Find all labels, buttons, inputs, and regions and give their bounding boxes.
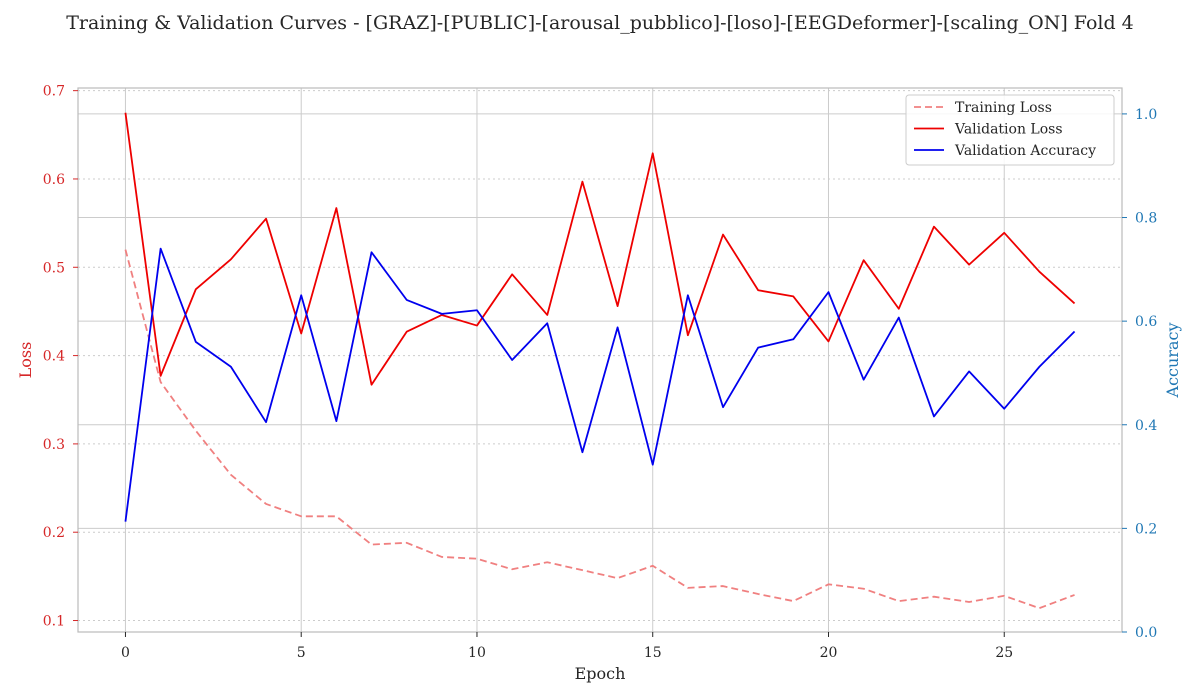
- series-line-training-loss: [124, 249, 1075, 610]
- legend-box: [905, 94, 1115, 166]
- y-tick-label-left: 0.4: [43, 349, 65, 365]
- y-tick-label-right: 0.6: [1135, 314, 1157, 330]
- legend: Training Loss Validation Loss Validation A…: [905, 94, 1115, 166]
- y-tick-label-left: 0.1: [43, 614, 65, 630]
- legend-label-validation-loss: Validation Loss: [954, 122, 1063, 138]
- x-tick-label: 20: [820, 645, 838, 661]
- y-tick-label-right: 0.4: [1135, 418, 1157, 434]
- plot-frame: [77, 87, 1123, 633]
- y-tick-label-right: 0.2: [1135, 521, 1157, 537]
- legend-label-validation-accuracy: Validation Accuracy: [954, 143, 1096, 159]
- y-tick-label-right: 0.8: [1135, 211, 1157, 227]
- x-tick-label: 5: [297, 645, 306, 661]
- y-tick-label-left: 0.5: [43, 260, 65, 276]
- y-tick-label-left: 0.3: [43, 437, 65, 453]
- x-tick-label: 10: [468, 645, 486, 661]
- y-tick-label-right: 0.0: [1135, 625, 1157, 641]
- series-line-validation-loss: [124, 112, 1076, 386]
- grid: [78, 88, 1122, 633]
- y-axis-label-left: Loss: [16, 342, 35, 379]
- chart-title: Training & Validation Curves - [GRAZ]-[P…: [66, 12, 1134, 34]
- x-tick-label: 15: [644, 645, 662, 661]
- x-tick-label: 0: [121, 645, 130, 661]
- x-tick-label: 25: [995, 645, 1013, 661]
- y-tick-label-left: 0.6: [43, 172, 65, 188]
- plot-area: [124, 112, 1076, 610]
- legend-label-training-loss: Training Loss: [955, 100, 1052, 116]
- y-tick-label-right: 1.0: [1135, 107, 1157, 123]
- y-tick-label-left: 0.7: [43, 84, 65, 100]
- x-axis-label: Epoch: [575, 664, 626, 683]
- y-tick-label-left: 0.2: [43, 525, 65, 541]
- y-axis-label-right: Accuracy: [1163, 323, 1182, 399]
- axes: 0.1 0.2 0.3 0.4 0.5 0.6 0.7 0.0 0.2 0.4 0.6 0.8 1.0 0…: [43, 84, 1158, 661]
- series-line-validation-accuracy: [124, 247, 1076, 522]
